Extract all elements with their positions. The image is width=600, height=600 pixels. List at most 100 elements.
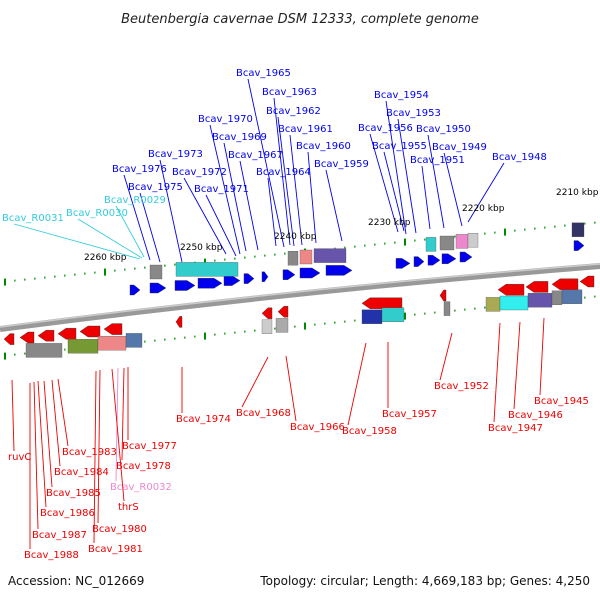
tick-mark <box>4 278 6 286</box>
tick-mark <box>524 228 526 231</box>
kbp-tick-label: 2250 kbp <box>180 243 223 253</box>
leader-line <box>111 368 125 502</box>
forward-gene-arrow <box>149 282 167 294</box>
tick-mark <box>584 222 586 225</box>
tick-mark <box>44 276 46 279</box>
tick-mark <box>164 264 166 267</box>
tick-mark <box>74 273 76 276</box>
gene-label-bottom: Bcav_1957 <box>382 409 437 420</box>
leader-line <box>11 379 15 452</box>
tick-mark <box>244 256 246 259</box>
tick-mark <box>504 228 506 236</box>
tick-mark <box>554 225 556 228</box>
gene-label-top: Bcav_1962 <box>266 106 321 117</box>
reverse-gene-arrow <box>79 325 101 338</box>
leader-line <box>307 151 317 244</box>
tick-mark <box>354 245 356 248</box>
tick-mark <box>464 308 466 311</box>
gene-label-bottom: Bcav_1978 <box>116 461 171 472</box>
gene-label-top: Bcav_1965 <box>236 68 291 79</box>
gene-label-top: Bcav_R0029 <box>104 195 166 206</box>
tick-mark <box>424 238 426 241</box>
gene-label-top: Bcav_1969 <box>212 132 267 143</box>
reverse-gene-arrow <box>19 331 35 344</box>
protein-domain-box <box>97 336 127 351</box>
gene-label-top: Bcav_R0030 <box>66 208 128 219</box>
tick-mark <box>94 271 96 274</box>
tick-mark <box>64 348 66 351</box>
tick-mark <box>164 338 166 341</box>
protein-domain-box <box>67 339 99 354</box>
reverse-gene-arrow <box>497 284 525 296</box>
leader-line <box>539 317 545 396</box>
tick-mark <box>294 325 296 328</box>
protein-domain-box <box>287 251 299 266</box>
reverse-gene-arrow <box>551 278 579 290</box>
tick-mark <box>394 241 396 244</box>
gene-label-bottom: Bcav_1946 <box>508 410 563 421</box>
protein-domain-box <box>485 297 501 312</box>
gene-label-top: Bcav_1950 <box>416 124 471 135</box>
tick-mark <box>414 313 416 316</box>
tick-mark <box>454 235 456 238</box>
leader-line <box>93 370 97 544</box>
forward-gene-arrow <box>413 256 425 267</box>
leader-line <box>421 165 431 230</box>
leader-line <box>37 380 47 508</box>
tick-mark <box>274 327 276 330</box>
forward-gene-arrow <box>299 267 321 279</box>
gene-label-top: Bcav_1961 <box>278 124 333 135</box>
protein-domain-box <box>561 289 583 304</box>
tick-mark <box>64 274 66 277</box>
tick-mark <box>174 337 176 340</box>
gene-label-bottom: Bcav_1980 <box>92 524 147 535</box>
tick-mark <box>274 253 276 256</box>
tick-mark <box>494 231 496 234</box>
gene-label-bottom: ruvC <box>8 452 31 463</box>
gene-label-bottom: Bcav_1968 <box>236 408 291 419</box>
tick-mark <box>24 278 26 281</box>
tick-mark <box>254 329 256 332</box>
gene-label-top: Bcav_1953 <box>386 108 441 119</box>
leader-line <box>77 218 143 259</box>
reverse-gene-arrow <box>439 289 447 302</box>
leader-line <box>383 151 405 232</box>
tick-mark <box>404 312 406 320</box>
gene-label-top: Bcav_1975 <box>128 182 183 193</box>
tick-mark <box>414 239 416 242</box>
protein-domain-box <box>455 234 469 249</box>
gene-label-bottom: Bcav_1952 <box>434 381 489 392</box>
label-leader-lines <box>11 78 545 549</box>
gene-label-bottom: Bcav_1947 <box>488 423 543 434</box>
tick-mark <box>234 257 236 260</box>
protein-domain-box <box>25 343 63 358</box>
leader-line <box>51 379 61 467</box>
leader-line <box>289 134 303 246</box>
tick-mark <box>594 221 596 224</box>
kbp-tick-label: 2240 kbp <box>274 232 317 242</box>
forward-gene-arrow <box>243 273 255 284</box>
genome-title: Beutenbergia cavernae DSM 12333, complet… <box>121 12 479 27</box>
gene-label-top: Bcav_1949 <box>432 142 487 153</box>
tick-mark <box>384 242 386 245</box>
leader-line <box>13 223 141 260</box>
tick-mark <box>314 323 316 326</box>
forward-gene-arrow <box>174 280 196 291</box>
gene-label-bottom: Bcav_1984 <box>54 467 109 478</box>
leader-line <box>121 367 125 461</box>
reverse-gene-arrow <box>103 323 123 335</box>
gene-label-bottom: Bcav_1977 <box>122 441 177 452</box>
tick-mark <box>234 331 236 334</box>
leader-line <box>325 169 343 242</box>
leader-line <box>273 97 291 246</box>
forward-gene-arrow <box>261 271 269 282</box>
gene-label-top: Bcav_1970 <box>198 114 253 125</box>
gene-label-top: Bcav_1972 <box>172 167 227 178</box>
tick-mark <box>4 352 6 360</box>
leader-line <box>443 152 463 227</box>
leader-line <box>205 194 237 257</box>
tick-mark <box>344 320 346 323</box>
gene-label-top: Bcav_1955 <box>372 141 427 152</box>
